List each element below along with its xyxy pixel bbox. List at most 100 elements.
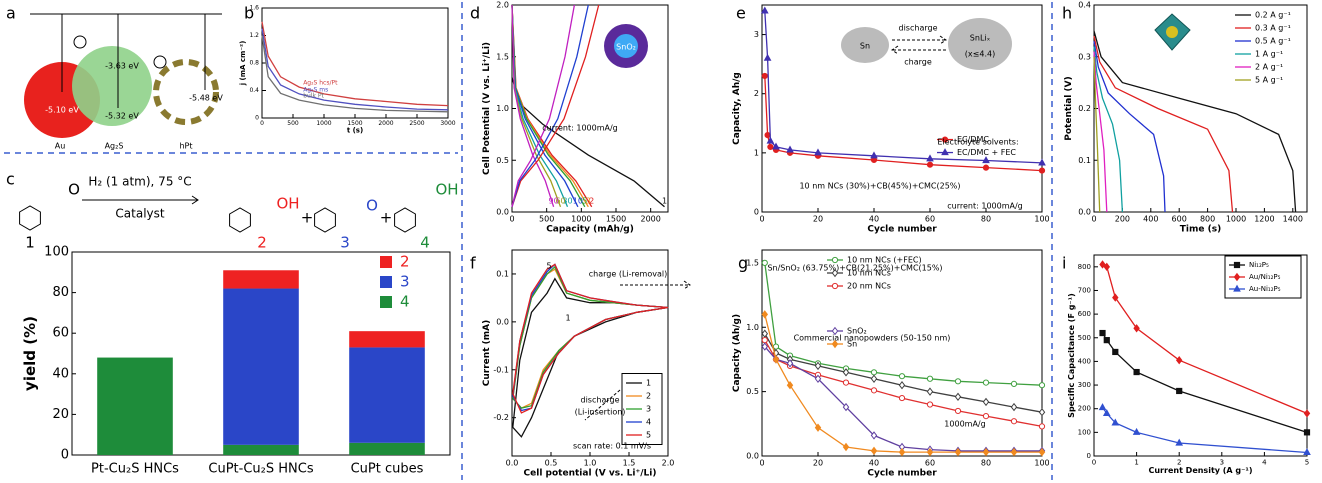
data-point: [761, 310, 769, 319]
y-tick-label: 0: [61, 448, 69, 463]
x-tick-label: 40: [869, 459, 879, 468]
annotation: discharge: [899, 24, 938, 33]
legend-label: Ni₁₂P₅: [1249, 261, 1269, 269]
legend-label: 10 nm NCs (+FEC): [847, 256, 922, 265]
y-tick-label: 1.6: [249, 5, 259, 12]
data-point: [898, 447, 906, 457]
legend-label: 1 A g⁻¹: [1255, 50, 1283, 59]
data-point: [842, 379, 850, 386]
y-tick-label: 3: [754, 30, 759, 39]
x-tick-label: 80: [981, 215, 991, 224]
legend-marker: [831, 256, 839, 264]
series-line: [764, 314, 1042, 453]
y-tick-label: 400: [1078, 357, 1091, 365]
legend-label: 5: [646, 431, 651, 440]
y-tick-label: 0.0: [496, 208, 509, 217]
legend-label: 2 A g⁻¹: [1255, 63, 1283, 72]
annotation: Electrolyte solvents:: [937, 138, 1018, 147]
data-point: [1038, 167, 1046, 174]
data-point: [954, 447, 962, 457]
data-point: [870, 369, 878, 376]
annotation: (Li-insertion): [575, 408, 626, 417]
material-label: Au: [55, 142, 66, 151]
bar-segment: [349, 347, 425, 443]
data-point: [1111, 418, 1120, 426]
conversion-arrows: [891, 35, 947, 55]
data-point: [1175, 356, 1183, 365]
y-tick-label: 0.0: [1078, 208, 1091, 217]
x-tick-label: 1000: [571, 215, 591, 224]
data-point: [954, 392, 962, 401]
data-point: [842, 402, 850, 412]
data-point: [1103, 262, 1111, 272]
y-tick-label: 0.8: [249, 60, 259, 67]
data-point: [1010, 402, 1018, 412]
legend-marker: [941, 136, 949, 143]
bar-segment: [349, 442, 425, 455]
data-point: [767, 143, 774, 151]
x-tick-label: 0: [509, 215, 514, 224]
annotation: charge (Li-removal): [589, 270, 667, 279]
x-tick-label: 2.0: [662, 459, 675, 468]
data-point: [763, 53, 772, 61]
series-line: [511, 77, 665, 208]
legend-label: 0.5 A g⁻¹: [1255, 37, 1291, 46]
data-point: [870, 374, 878, 383]
sno2-core: [614, 34, 638, 58]
data-point: [898, 380, 906, 390]
annotation: Commercial nanopowders (50-150 nm): [794, 334, 951, 343]
y-tick-label: 700: [1078, 286, 1091, 294]
x-tick-label: 80: [981, 459, 991, 468]
data-point: [1303, 409, 1311, 418]
panel-label: g: [738, 254, 748, 273]
data-point: [954, 378, 962, 385]
y-tick-label: 1.5: [496, 52, 509, 61]
series-line: [511, 4, 555, 207]
legend-label: 2: [646, 392, 651, 401]
x-tick-label: 1000: [1226, 215, 1246, 224]
y-tick-label: 1.5: [746, 258, 759, 267]
x-tick-label: 0: [759, 459, 764, 468]
y-axis-label: Potential (V): [1064, 76, 1074, 140]
y-axis-label: Cell Potential (V vs. Li⁺/Li): [482, 42, 492, 175]
x-tick-label: 60: [925, 459, 935, 468]
legend-label: 4: [400, 293, 410, 311]
y-tick-label: 1.0: [746, 323, 759, 332]
series-line: [1093, 56, 1101, 213]
data-point: [786, 380, 794, 390]
panel-label: e: [736, 4, 746, 23]
curve-label: Ag₂S ms: [303, 86, 328, 93]
curve-label: 1: [662, 196, 667, 205]
plot-frame: [261, 7, 449, 119]
data-point: [926, 154, 934, 162]
x-tick-label: 60: [925, 215, 935, 224]
legend-label: EC/DMC: [957, 135, 989, 144]
snli-particle: [948, 18, 1012, 70]
annotation: 1: [25, 234, 35, 252]
annotation: O: [68, 181, 80, 199]
data-point: [814, 361, 822, 371]
x-tick-label: 1.5: [623, 459, 636, 468]
x-axis-label: Cell potential (V vs. Li⁺/Li): [524, 468, 657, 478]
crystal-core: [1166, 26, 1178, 38]
legend-swatch: [380, 256, 392, 268]
annotation: H₂ (1 atm), 75 °C: [88, 175, 191, 189]
x-tick-label: 0.5: [545, 459, 558, 468]
x-tick-label: 100: [1034, 459, 1049, 468]
y-tick-label: 0.5: [496, 156, 509, 165]
legend-marker: [1233, 261, 1241, 269]
data-point: [982, 156, 990, 164]
x-tick-label: 4: [1262, 458, 1267, 466]
y-tick-label: 0.0: [496, 317, 509, 326]
x-tick-label: 3: [1220, 458, 1224, 466]
bar-segment: [349, 331, 425, 348]
data-point: [982, 412, 990, 420]
data-point: [1132, 427, 1141, 435]
series-line: [1093, 46, 1124, 213]
x-tick-label: 3000: [440, 120, 455, 127]
y-tick-label: 1: [754, 148, 759, 157]
energy-label: -5.10 eV: [45, 106, 79, 115]
annotation: SnO₂: [616, 43, 636, 52]
data-point: [1098, 403, 1107, 411]
x-tick-label: 0: [260, 120, 264, 127]
